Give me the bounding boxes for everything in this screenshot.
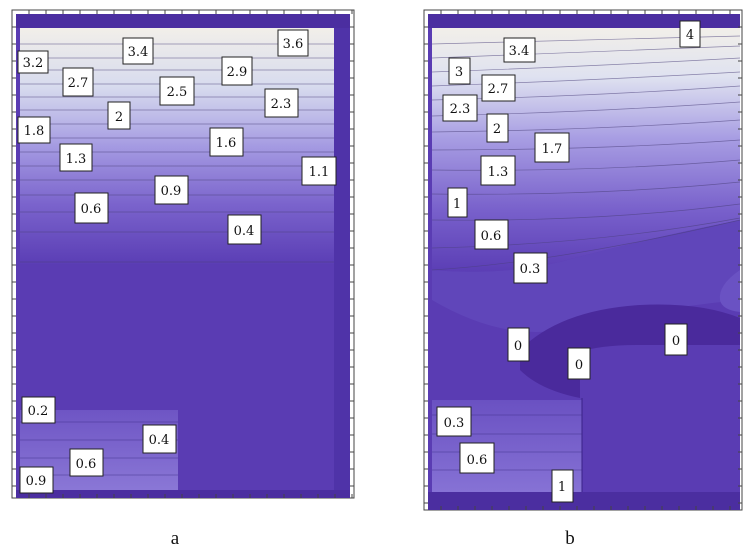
svg-text:3: 3 [455, 65, 463, 80]
panel-b-axis-ticks [424, 10, 742, 510]
panel-b-contour-label: 0.6 [459, 442, 495, 474]
panel-a-contour-label: 2.7 [62, 67, 94, 97]
svg-text:0.9: 0.9 [26, 474, 47, 489]
svg-text:0: 0 [575, 358, 583, 373]
panel-b-contour-label: 1.7 [534, 132, 570, 163]
svg-text:0.3: 0.3 [444, 416, 465, 431]
panel-b-contour-label: 2.7 [481, 74, 516, 102]
svg-text:0.9: 0.9 [161, 184, 182, 199]
svg-text:0.6: 0.6 [481, 229, 502, 244]
panel-a-top-band [16, 14, 350, 28]
panel-b-contour-label: 0 [664, 323, 688, 356]
svg-text:0.6: 0.6 [81, 202, 102, 217]
svg-text:4: 4 [686, 28, 694, 43]
svg-text:1: 1 [453, 197, 461, 212]
svg-text:2: 2 [493, 122, 501, 137]
panel-a-contour-label: 1.6 [209, 127, 244, 157]
svg-text:0.6: 0.6 [76, 457, 97, 472]
panel-a-contour-label: 3.6 [277, 29, 309, 57]
panel-b-caption: b [565, 528, 575, 549]
panel-b-contour-label: 3 [448, 57, 471, 85]
svg-text:3.2: 3.2 [23, 56, 44, 71]
svg-text:2.9: 2.9 [227, 65, 248, 80]
panel-a-contour-label: 2 [107, 101, 131, 130]
panel-a-contour-label: 2.5 [159, 76, 195, 106]
svg-text:1.6: 1.6 [216, 136, 237, 151]
svg-text:2.7: 2.7 [488, 82, 509, 97]
panel-b-contour-label: 1 [447, 187, 468, 218]
svg-text:0.2: 0.2 [28, 404, 49, 419]
svg-text:2: 2 [115, 110, 123, 125]
panel-a-contour-label: 1.3 [59, 143, 93, 172]
svg-text:3.6: 3.6 [283, 37, 304, 52]
panel-b-contour-label: 0.3 [513, 252, 548, 284]
panel-a-contour-label: 0.4 [142, 424, 177, 454]
panel-b-contour-label: 0 [567, 347, 591, 380]
panel-b-contour-label: 0.6 [474, 219, 509, 250]
svg-text:1.1: 1.1 [309, 165, 330, 180]
svg-text:0: 0 [514, 339, 522, 354]
panel-a-contour-label: 2.9 [221, 56, 253, 86]
panel-a-contour-label: 3.4 [122, 37, 154, 65]
panel-a-contour-label: 0.9 [19, 466, 54, 494]
panel-b-contour-label: 2.3 [442, 94, 478, 122]
panel-b-contour-label: 1 [551, 469, 574, 503]
panel-b-bottom-band [428, 492, 740, 510]
svg-text:0.3: 0.3 [520, 262, 541, 277]
panel-a-caption: a [171, 528, 180, 549]
panel-b-right-notch [719, 270, 740, 312]
svg-text:1.3: 1.3 [488, 165, 509, 180]
svg-text:1: 1 [558, 480, 566, 495]
svg-text:0.6: 0.6 [467, 453, 488, 468]
panel-b-contour-lines [431, 35, 741, 271]
svg-text:2.5: 2.5 [167, 85, 188, 100]
panel-b-contour-label: 0.3 [436, 406, 472, 437]
panel-a-right-strip [334, 28, 350, 498]
svg-text:0: 0 [672, 334, 680, 349]
panel-b-contour-label: 2 [486, 113, 509, 143]
svg-text:2.7: 2.7 [68, 76, 89, 91]
panel-b-mid-region [432, 220, 740, 332]
panel-a-axis-ticks [12, 10, 354, 498]
svg-text:3.4: 3.4 [509, 44, 530, 59]
svg-text:1.3: 1.3 [66, 152, 87, 167]
panel-b-contour-label: 3.4 [503, 37, 536, 63]
svg-text:0.4: 0.4 [234, 224, 255, 239]
panel-a: 3.2 3.4 3.6 2.7 2.9 2.5 2.3 2 1.8 1.6 1.… [11, 9, 355, 549]
panel-a-contour-label: 0.2 [21, 396, 56, 424]
svg-text:3.4: 3.4 [128, 45, 149, 60]
panel-a-contour-label: 0.6 [74, 192, 109, 224]
panel-b: 4 3.4 3 2.7 2.3 2 1.7 1.3 1 0.6 0.3 0 0 … [423, 9, 743, 549]
panel-b-top-band [428, 14, 740, 28]
panel-b-contour-label: 1.3 [480, 155, 516, 186]
panel-a-bottom-band [16, 490, 350, 498]
panel-b-contour-label: 4 [679, 20, 701, 48]
panel-a-contour-label: 3.2 [17, 50, 49, 74]
panel-a-contour-label: 1.1 [301, 156, 337, 186]
panel-a-contour-label: 0.4 [227, 214, 262, 245]
panel-a-contour-label: 0.6 [69, 448, 104, 477]
panel-a-contour-label: 0.9 [154, 175, 189, 205]
svg-text:2.3: 2.3 [450, 102, 471, 117]
svg-text:1.8: 1.8 [24, 124, 45, 139]
svg-text:2.3: 2.3 [271, 97, 292, 112]
svg-text:0.4: 0.4 [149, 433, 170, 448]
panel-b-contour-label: 0 [507, 327, 530, 362]
panel-a-contour-label: 2.3 [264, 88, 299, 118]
panel-a-contour-label: 1.8 [17, 116, 51, 144]
svg-text:1.7: 1.7 [542, 142, 563, 157]
